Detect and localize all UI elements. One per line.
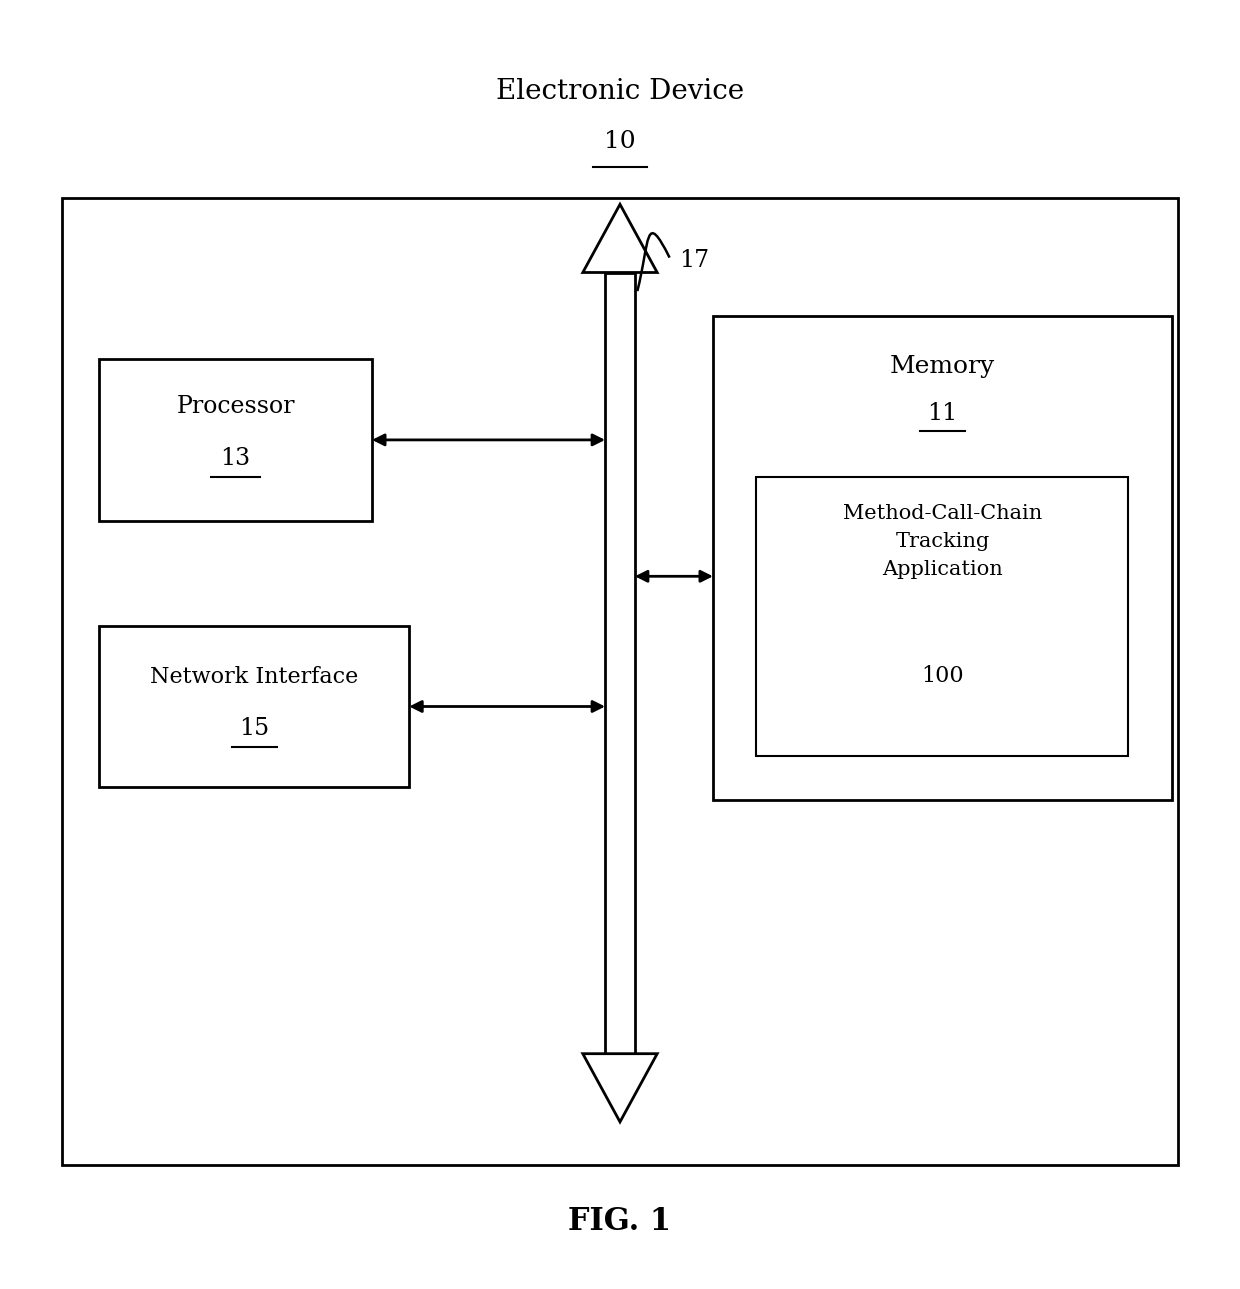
Text: Electronic Device: Electronic Device [496,79,744,106]
Polygon shape [583,204,657,272]
Text: Processor: Processor [176,394,295,418]
FancyBboxPatch shape [99,626,409,788]
FancyBboxPatch shape [756,477,1128,757]
Text: 13: 13 [221,447,250,470]
Text: 11: 11 [928,402,957,425]
Polygon shape [583,1053,657,1121]
Text: Network Interface: Network Interface [150,665,358,688]
Text: 17: 17 [680,249,709,272]
Text: Method-Call-Chain
Tracking
Application: Method-Call-Chain Tracking Application [843,504,1042,579]
Text: Memory: Memory [890,356,994,378]
FancyBboxPatch shape [99,360,372,521]
Text: 100: 100 [921,665,963,687]
FancyBboxPatch shape [713,316,1172,799]
Polygon shape [605,272,635,1053]
Text: FIG. 1: FIG. 1 [568,1205,672,1236]
Text: 15: 15 [239,717,269,740]
Text: 10: 10 [604,130,636,153]
